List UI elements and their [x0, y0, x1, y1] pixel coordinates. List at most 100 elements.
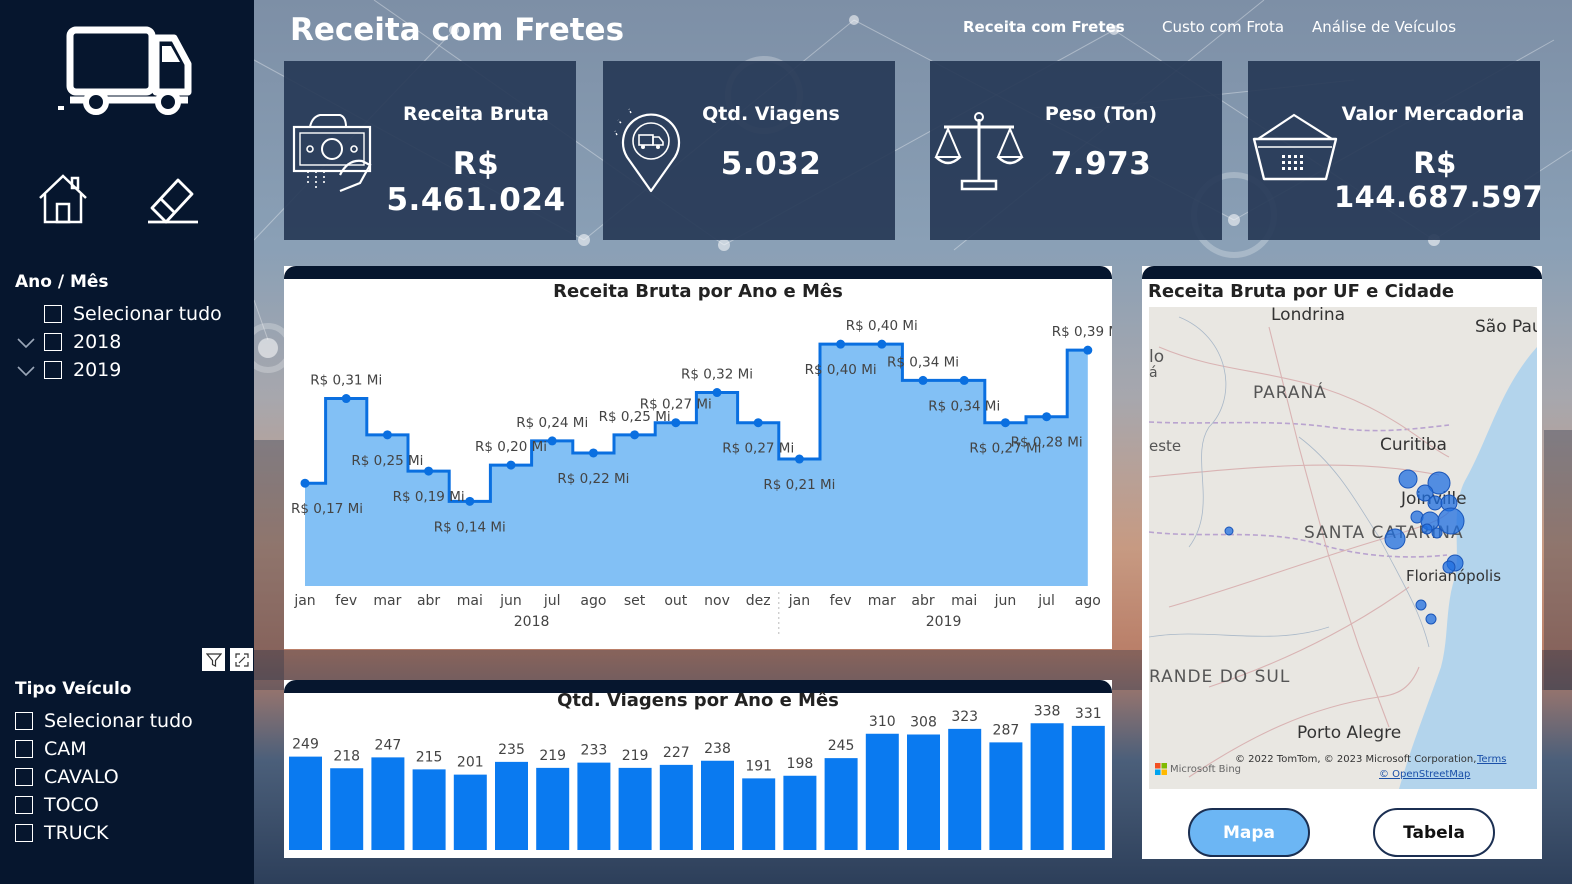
checkbox[interactable]	[15, 740, 33, 758]
map-bubble[interactable]	[1384, 528, 1406, 550]
map-label-florianopolis: Florianópolis	[1406, 567, 1502, 585]
revenue-year-tick: 2019	[926, 614, 962, 630]
trips-bar[interactable]	[412, 769, 446, 850]
trips-bar[interactable]	[989, 742, 1023, 850]
vehicle-slicer-truck[interactable]: TRUCK	[15, 822, 108, 844]
revenue-point[interactable]	[1000, 418, 1010, 428]
revenue-data-label: R$ 0,27 Mi	[969, 441, 1041, 457]
trips-bar[interactable]	[453, 774, 487, 850]
checkbox[interactable]	[15, 712, 33, 730]
revenue-point[interactable]	[918, 375, 928, 385]
vehicle-slicer-cavalo[interactable]: CAVALO	[15, 766, 119, 788]
trips-bar[interactable]	[824, 758, 858, 850]
map-bubble[interactable]	[1421, 523, 1433, 535]
trips-data-label: 219	[622, 748, 649, 764]
checkbox[interactable]	[15, 824, 33, 842]
checkbox[interactable]	[44, 305, 62, 323]
revenue-point[interactable]	[794, 454, 804, 464]
map-bubble[interactable]	[1431, 527, 1443, 539]
checkbox[interactable]	[44, 333, 62, 351]
map-bubble[interactable]	[1427, 471, 1451, 495]
scale-icon	[934, 112, 1024, 191]
map-terms-link[interactable]: Terms	[1477, 754, 1507, 765]
map-bubble[interactable]	[1442, 560, 1456, 574]
map-bubble[interactable]	[1224, 526, 1234, 536]
chevron-down-icon[interactable]	[16, 336, 36, 350]
trips-data-label: 191	[745, 758, 772, 774]
map-bubble[interactable]	[1398, 469, 1418, 489]
trips-bar[interactable]	[742, 778, 776, 850]
tab-custo-com-frota[interactable]: Custo com Frota	[1162, 18, 1285, 36]
trips-bar[interactable]	[495, 761, 528, 850]
revenue-point[interactable]	[671, 418, 681, 428]
openstreetmap-link[interactable]: © OpenStreetMap	[1379, 769, 1471, 780]
trips-bar[interactable]	[289, 756, 322, 850]
checkbox[interactable]	[15, 768, 33, 786]
revenue-point[interactable]	[1083, 345, 1093, 355]
table-view-button[interactable]: Tabela	[1373, 808, 1495, 857]
revenue-chart-title: Receita Bruta por Ano e Mês	[553, 281, 843, 302]
map-bubble[interactable]	[1425, 613, 1437, 625]
revenue-point[interactable]	[877, 339, 887, 349]
vehicle-slicer-title: Tipo Veículo	[15, 679, 132, 699]
vehicle-slicer-cam[interactable]: CAM	[15, 738, 87, 760]
trips-bar[interactable]	[659, 764, 693, 850]
filter-icon[interactable]	[202, 648, 225, 671]
kpi-value: R$ 5.461.024	[386, 146, 566, 218]
trips-bar[interactable]	[1030, 723, 1064, 850]
trips-bar[interactable]	[1071, 725, 1105, 850]
checkbox[interactable]	[44, 361, 62, 379]
map-bubble[interactable]	[1437, 507, 1465, 535]
map-bubble[interactable]	[1427, 495, 1443, 511]
revenue-point[interactable]	[424, 466, 434, 476]
trips-bar[interactable]	[536, 767, 570, 850]
revenue-point[interactable]	[341, 394, 351, 404]
revenue-point[interactable]	[588, 448, 598, 458]
checkbox[interactable]	[15, 796, 33, 814]
trips-bar[interactable]	[907, 734, 940, 851]
vehicle-slicer-toco[interactable]: TOCO	[15, 794, 99, 816]
year-slicer-2018[interactable]: 2018	[44, 331, 121, 353]
revenue-data-label: R$ 0,25 Mi	[599, 409, 671, 425]
trips-bar[interactable]	[371, 757, 405, 850]
tab-receita-com-fretes[interactable]: Receita com Fretes	[963, 18, 1125, 36]
map-view-button[interactable]: Mapa	[1188, 808, 1310, 857]
map-label-rio-grande-do-sul: RANDE DO SUL	[1149, 667, 1291, 687]
revenue-point[interactable]	[836, 339, 846, 349]
map-bubble[interactable]	[1415, 599, 1427, 611]
revenue-point[interactable]	[630, 430, 640, 440]
revenue-point[interactable]	[753, 418, 763, 428]
revenue-point[interactable]	[959, 375, 969, 385]
revenue-point[interactable]	[547, 436, 557, 446]
revenue-point[interactable]	[382, 430, 392, 440]
revenue-point[interactable]	[465, 496, 475, 506]
map-canvas[interactable]: Londrina São Pau lo á PARANÁ este Curiti…	[1149, 307, 1537, 789]
trips-data-label: 238	[704, 741, 731, 757]
year-slicer-2019[interactable]: 2019	[44, 359, 121, 381]
home-icon[interactable]	[36, 172, 90, 226]
revenue-point[interactable]	[300, 478, 310, 488]
tab-analise-de-veiculos[interactable]: Análise de Veículos	[1312, 18, 1457, 36]
focus-mode-icon[interactable]	[230, 648, 253, 671]
revenue-chart[interactable]: R$ 0,17 Mi R$ 0,31 Mi R$ 0,25 Mi R$ 0,19 Mi…	[284, 266, 1112, 649]
revenue-data-label: R$ 0,32 Mi	[681, 367, 753, 383]
eraser-icon[interactable]	[144, 172, 200, 226]
trips-bar[interactable]	[948, 728, 982, 850]
chevron-down-icon[interactable]	[16, 364, 36, 378]
trips-chart[interactable]: 249 218 247 215 201 235 219 233 219 227 238 191 198 2…	[284, 680, 1112, 858]
revenue-point[interactable]	[712, 388, 722, 398]
trips-bar[interactable]	[701, 760, 734, 850]
revenue-month-tick: set	[624, 593, 646, 609]
revenue-area	[305, 344, 1088, 586]
revenue-point[interactable]	[1042, 412, 1052, 422]
trips-bar[interactable]	[783, 775, 817, 850]
trips-bar[interactable]	[865, 733, 899, 850]
trips-bar[interactable]	[330, 768, 364, 850]
map-bubble[interactable]	[1416, 484, 1434, 502]
trips-bar[interactable]	[577, 762, 611, 850]
year-slicer-select-all[interactable]: Selecionar tudo	[44, 303, 222, 325]
revenue-point[interactable]	[506, 460, 516, 470]
trips-bar[interactable]	[618, 767, 652, 850]
revenue-data-label: R$ 0,17 Mi	[291, 501, 363, 517]
vehicle-slicer-select-all[interactable]: Selecionar tudo	[15, 710, 193, 732]
